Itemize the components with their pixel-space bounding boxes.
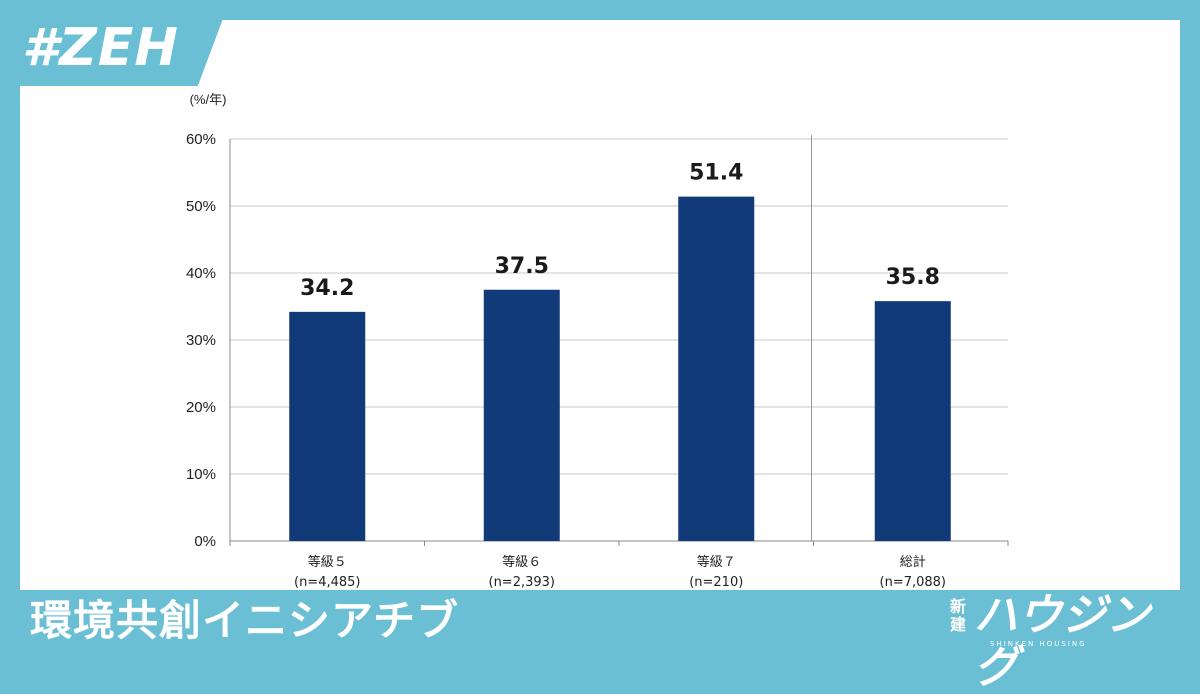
brand-logo-sub: SHINKEN HOUSING [990, 640, 1087, 648]
bar [483, 289, 560, 541]
x-category-label: 等級６ [502, 554, 541, 570]
x-category-sample-size: (n=210) [689, 575, 743, 590]
content-frame [20, 20, 1180, 655]
bar-chart: 0% 10% 20% 30% 40% 50% 60% (%/年) 34.2 等級５ (n=4,485… [186, 92, 1009, 590]
brand-logo: 新建 ハウジング SHINKEN HOUSING [950, 590, 1170, 693]
data-label: 35.8 [886, 265, 940, 290]
x-category-label: 等級７ [697, 554, 736, 570]
data-label: 34.2 [300, 276, 354, 301]
bar [678, 196, 755, 541]
y-tick-label: 50% [186, 198, 216, 215]
y-tick-label: 60% [186, 131, 216, 148]
data-label: 51.4 [689, 161, 743, 186]
y-axis-unit: (%/年) [190, 92, 227, 107]
source-label: 環境共創イニシアチブ [30, 596, 460, 645]
x-category-sample-size: (n=7,088) [880, 575, 947, 590]
x-category-label: 総計 [900, 554, 926, 570]
y-tick-label: 30% [186, 332, 216, 349]
brand-logo-main: ハウジング [974, 590, 1150, 693]
hashtag-title: #ZEH [22, 18, 179, 78]
tag-banner [0, 0, 230, 86]
y-tick-label: 10% [186, 466, 216, 483]
x-category-sample-size: (n=2,393) [489, 575, 556, 590]
y-tick-label: 40% [186, 265, 216, 282]
bar [874, 301, 951, 541]
data-label: 37.5 [495, 254, 549, 279]
y-tick-label: 0% [194, 533, 216, 550]
brand-logo-small: 新建 [950, 597, 967, 634]
y-tick-label: 20% [186, 399, 216, 416]
bar [289, 311, 366, 541]
footer-band [0, 590, 1200, 675]
x-category-sample-size: (n=4,485) [294, 575, 361, 590]
x-category-label: 等級５ [308, 554, 347, 570]
